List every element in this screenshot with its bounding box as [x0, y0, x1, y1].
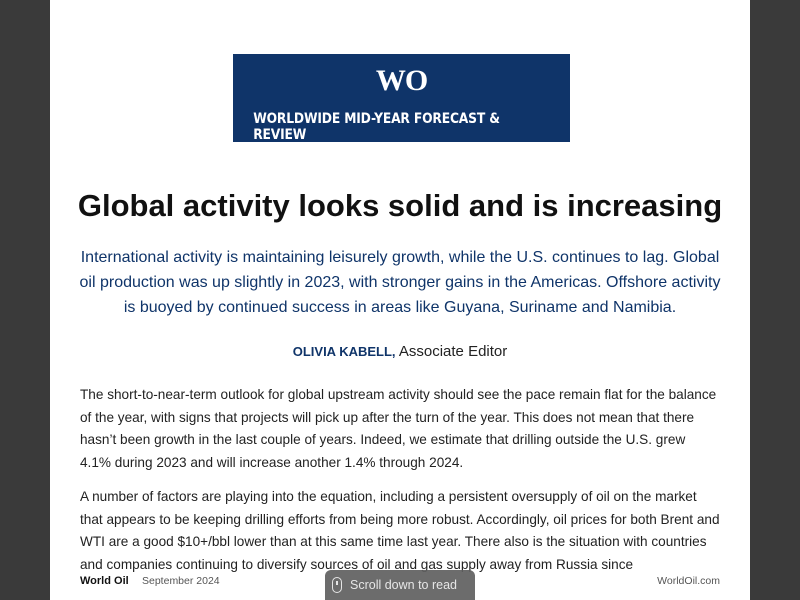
article-body: The short-to-near-term outlook for globa…	[80, 384, 720, 588]
banner-subtitle: WORLDWIDE MID-YEAR FORECAST & REVIEW	[253, 111, 500, 143]
byline: OLIVIA KABELL, Associate Editor	[50, 342, 750, 362]
body-paragraph: A number of factors are playing into the…	[80, 489, 720, 572]
scroll-hint-label: Scroll down to read	[350, 578, 458, 592]
author-name: OLIVIA KABELL,	[292, 344, 396, 359]
footer-brand: World Oil	[80, 575, 129, 587]
body-paragraph: The short-to-near-term outlook for globa…	[80, 387, 717, 470]
article-deck: International activity is maintaining le…	[79, 249, 721, 316]
footer-date: September 2024	[142, 575, 220, 587]
publication-banner: WO WORLDWIDE MID-YEAR FORECAST & REVIEW	[233, 54, 570, 143]
article-headline: Global activity looks solid and is incre…	[77, 188, 723, 223]
footer-site: WorldOil.com	[657, 575, 720, 587]
document-page: WO WORLDWIDE MID-YEAR FORECAST & REVIEW …	[50, 0, 750, 600]
author-title: Associate Editor	[395, 343, 508, 360]
wo-logo: WO	[375, 64, 428, 97]
mouse-icon	[332, 577, 342, 593]
scroll-down-hint[interactable]: Scroll down to read	[325, 570, 475, 600]
